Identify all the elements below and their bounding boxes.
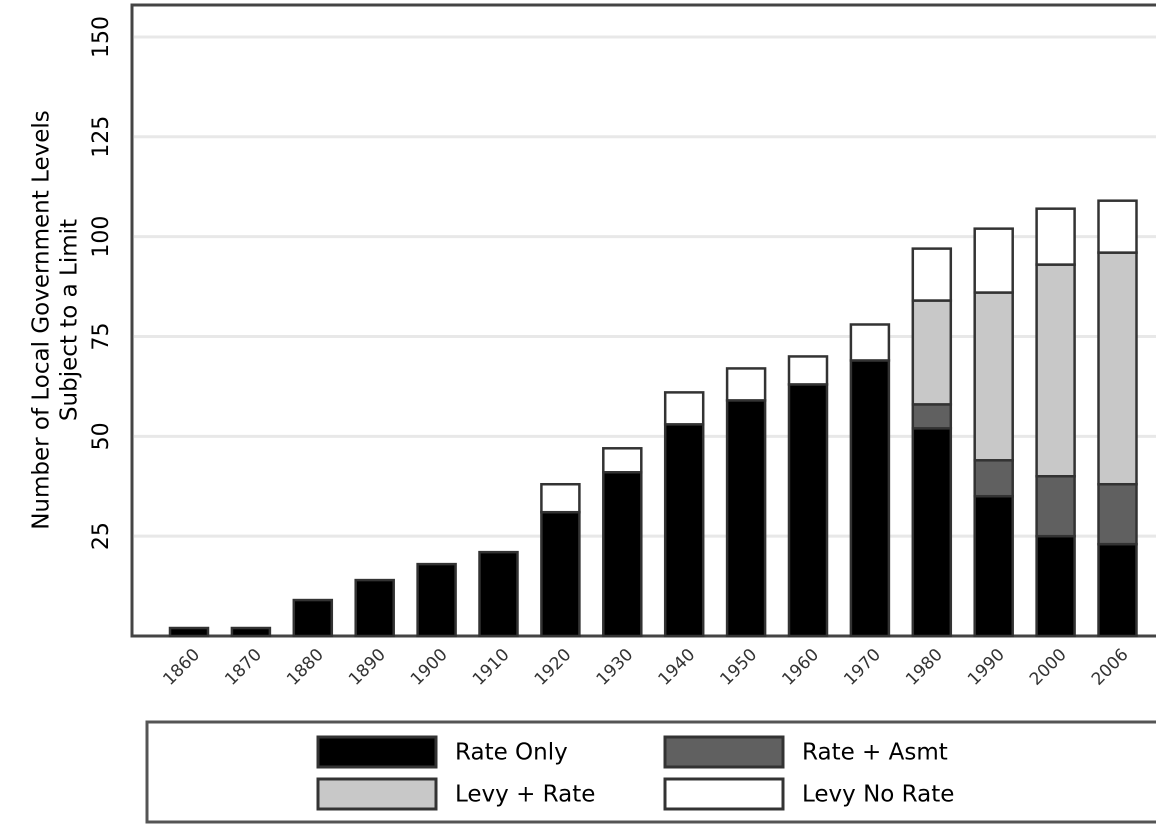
- x-tick-label: 1920: [531, 645, 576, 690]
- legend-swatch: [316, 735, 438, 769]
- x-tick-label: 1900: [407, 645, 452, 690]
- y-axis-label: Subject to a Limit: [57, 219, 83, 421]
- x-tick-label: 1940: [655, 645, 700, 690]
- bar-segment: [1035, 475, 1076, 538]
- bar-segment: [602, 447, 643, 474]
- x-tick-label: 1910: [469, 645, 514, 690]
- y-axis-label: Number of Local Government Levels: [29, 110, 55, 530]
- bar-segment: [973, 227, 1014, 294]
- bar-segment: [849, 323, 891, 362]
- bar-segment: [602, 471, 643, 638]
- legend-swatch: [316, 777, 438, 811]
- x-tick-label: 1990: [964, 645, 1009, 690]
- legend-swatch: [663, 777, 785, 811]
- bar-segment: [540, 482, 581, 514]
- bar-segment: [973, 494, 1014, 638]
- bar-segment: [725, 399, 767, 638]
- bar-segment: [663, 391, 705, 426]
- x-tick-label: 1980: [902, 645, 947, 690]
- bar-segment: [1035, 207, 1076, 266]
- x-tick-label: 1880: [283, 645, 328, 690]
- bar-segment: [478, 550, 519, 638]
- bar-segment: [973, 459, 1014, 498]
- bar-segment: [911, 247, 953, 302]
- bar-segment: [1035, 534, 1076, 638]
- bar-segment: [1097, 251, 1138, 486]
- y-tick-label: 150: [89, 16, 114, 58]
- x-tick-label: 2000: [1026, 645, 1071, 690]
- x-tick-label: 1930: [593, 645, 638, 690]
- legend-box: [145, 720, 1156, 824]
- bar-segment: [540, 510, 581, 638]
- y-tick-label: 100: [89, 216, 114, 258]
- y-tick-label: 25: [89, 522, 114, 550]
- bar-segment: [911, 427, 953, 638]
- x-tick-label: 1870: [221, 645, 266, 690]
- bar-segment: [787, 355, 829, 386]
- bar-segment: [849, 359, 891, 638]
- x-tick-label: 1860: [159, 645, 204, 690]
- x-tick-label: 1950: [716, 645, 761, 690]
- bar-segment: [416, 562, 457, 638]
- legend-label: Levy + Rate: [455, 782, 595, 808]
- bar-segment: [1097, 482, 1138, 546]
- x-tick-label: 1960: [778, 645, 823, 690]
- bar-segment: [354, 578, 395, 638]
- x-tick-label: 1970: [840, 645, 885, 690]
- legend-label: Rate + Asmt: [802, 740, 948, 766]
- bar-segment: [1097, 542, 1138, 638]
- bar-segment: [725, 367, 767, 402]
- bar-segment: [168, 626, 210, 638]
- legend-label: Rate Only: [455, 740, 568, 766]
- bar-segment: [292, 598, 334, 638]
- bar-segment: [787, 383, 829, 638]
- bar-segment: [911, 403, 953, 430]
- legend-swatch: [663, 735, 785, 769]
- y-tick-label: 50: [89, 422, 114, 450]
- bar-segment: [1035, 263, 1076, 478]
- bar-segment: [911, 299, 953, 406]
- x-tick-label: 2006: [1088, 645, 1133, 690]
- bar-segment: [663, 423, 705, 638]
- y-tick-label: 75: [89, 322, 114, 350]
- bar-segment: [973, 291, 1014, 462]
- legend-label: Levy No Rate: [802, 782, 954, 808]
- bar-segment: [230, 626, 272, 638]
- x-tick-label: 1890: [345, 645, 390, 690]
- y-tick-label: 125: [89, 116, 114, 158]
- bar-segment: [1097, 199, 1138, 254]
